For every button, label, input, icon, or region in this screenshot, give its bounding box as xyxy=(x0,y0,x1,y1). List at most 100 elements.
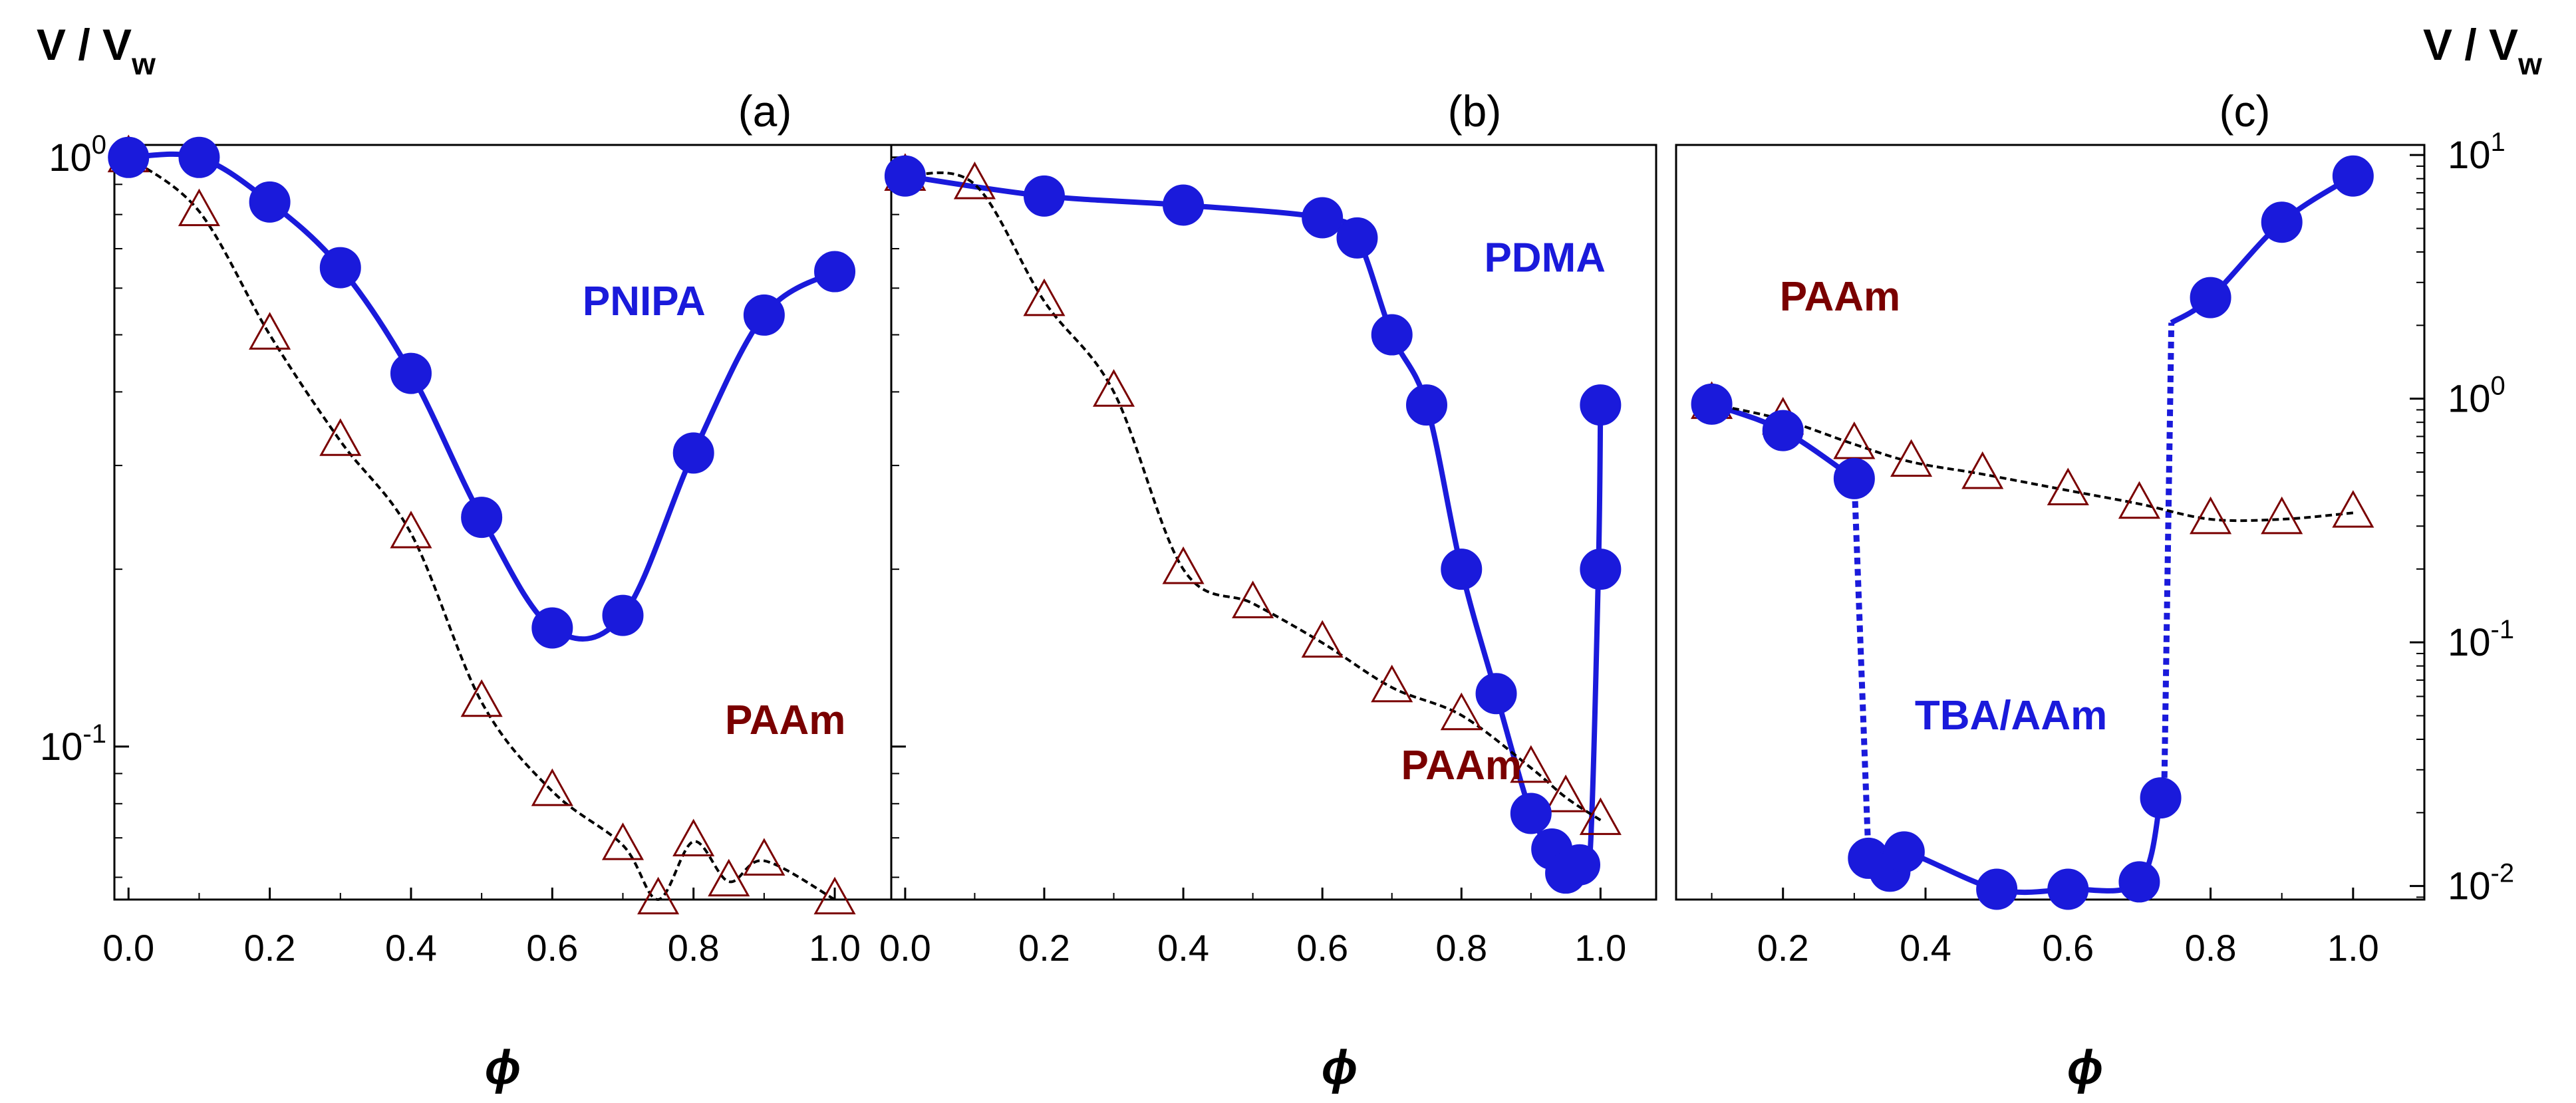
xtick-label-1-0: 0.0 xyxy=(879,927,931,969)
marker-0-1-4 xyxy=(390,352,432,394)
marker-0-0-6 xyxy=(531,768,573,806)
panel-c: (c) ϕ 0.2 0.4 0.6 0.8 1.0 101 100 10-1 10-2 PAAm… xyxy=(1675,86,2514,1094)
xtick-label-1-2: 0.4 xyxy=(1157,927,1209,969)
panel-b-ticks: 0.0 0.2 0.4 0.6 0.8 1.0 xyxy=(879,156,1626,969)
marker-0-1-8 xyxy=(672,432,714,474)
marker-0-0-7 xyxy=(601,822,644,860)
xtick-label-0-2: 0.4 xyxy=(385,927,437,969)
marker-2-1-10 xyxy=(2190,277,2231,318)
marker-2-1-12 xyxy=(2332,155,2374,197)
marker-0-1-5 xyxy=(461,497,503,539)
xtick-label-1-4: 0.8 xyxy=(1435,927,1487,969)
marker-0-1-10 xyxy=(814,251,856,293)
marker-1-0-1 xyxy=(953,162,996,199)
marker-2-1-5 xyxy=(1883,831,1925,873)
marker-0-0-2 xyxy=(249,312,291,350)
marker-1-0-4 xyxy=(1162,546,1205,584)
marker-1-0-7 xyxy=(1371,664,1413,703)
marker-1-0-8 xyxy=(1440,692,1483,731)
ytick-label-2-2: 10-1 xyxy=(2448,615,2514,664)
marker-1-1-8 xyxy=(1475,673,1517,715)
panel-b: (b) ϕ 0.0 0.2 0.4 0.6 0.8 1.0 PDMA PAAm xyxy=(879,86,1657,1094)
marker-1-1-13 xyxy=(1580,549,1622,590)
marker-2-1-8 xyxy=(2118,861,2160,903)
marker-2-0-6 xyxy=(2118,481,2160,519)
panel-b-marks xyxy=(884,153,1622,894)
marker-2-1-11 xyxy=(2261,201,2303,243)
y-axis-label-left-main: V / V xyxy=(37,20,132,69)
marker-0-0-12 xyxy=(813,876,856,915)
panel-a-ticks: 0.0 0.2 0.4 0.6 0.8 1.0 100 10-1 xyxy=(40,130,861,969)
panel-a-xlabel: ϕ xyxy=(485,1041,521,1094)
marker-0-0-10 xyxy=(708,858,750,897)
marker-1-0-11 xyxy=(1579,797,1622,835)
marker-2-1-6 xyxy=(1976,868,2018,910)
marker-1-1-2 xyxy=(1163,184,1205,226)
xtick-label-0-3: 0.6 xyxy=(526,927,578,969)
xtick-label-1-5: 1.0 xyxy=(1574,927,1626,969)
marker-0-0-11 xyxy=(743,838,786,876)
marker-1-1-7 xyxy=(1441,549,1483,590)
xtick-label-0-5: 1.0 xyxy=(809,927,861,969)
marker-1-0-9 xyxy=(1510,745,1552,783)
marker-1-0-10 xyxy=(1544,775,1587,812)
marker-2-0-8 xyxy=(2261,496,2303,535)
xtick-label-0-1: 0.2 xyxy=(244,927,296,969)
xtick-label-2-0: 0.2 xyxy=(1757,927,1809,969)
marker-0-0-3 xyxy=(319,418,362,456)
jump-line-low xyxy=(1851,478,1872,859)
marker-1-1-9 xyxy=(1510,793,1552,834)
xtick-label-1-1: 0.2 xyxy=(1018,927,1070,969)
marker-2-0-7 xyxy=(2190,496,2232,535)
series-label-1-1: PAAm xyxy=(1401,743,1522,789)
panel-a: (a) ϕ 0.0 0.2 0.4 0.6 0.8 1.0 100 10-1 PNIPA PAA… xyxy=(40,86,893,1094)
fit-curve-0-0 xyxy=(128,151,837,642)
panel-a-annotations: PNIPA PAAm xyxy=(583,279,846,743)
marker-1-1-3 xyxy=(1302,197,1344,239)
ytick-label-2-1: 100 xyxy=(2448,372,2505,421)
panel-a-label: (a) xyxy=(738,86,792,136)
panel-c-label: (c) xyxy=(2219,86,2271,136)
series-label-2-0: PAAm xyxy=(1780,274,1900,320)
series-label-0-0: PNIPA xyxy=(583,279,706,324)
marker-0-1-7 xyxy=(602,594,644,636)
marker-1-1-1 xyxy=(1024,175,1065,217)
marker-0-0-8 xyxy=(637,876,680,915)
panel-c-annotations: PAAm TBA/AAm xyxy=(1780,274,2108,739)
xtick-label-2-1: 0.4 xyxy=(1900,927,1951,969)
marker-2-1-2 xyxy=(1833,457,1875,499)
marker-2-0-3 xyxy=(1890,439,1933,477)
marker-1-0-2 xyxy=(1023,278,1066,316)
fit-curve-2-1 xyxy=(1711,402,2354,523)
y-axis-label-left-sub: w xyxy=(131,47,156,81)
marker-1-1-14 xyxy=(1580,384,1622,426)
xtick-label-0-0: 0.0 xyxy=(102,927,154,969)
y-axis-label-left: V / Vw xyxy=(37,20,156,81)
fit-curve-1-0 xyxy=(905,173,1604,880)
panel-c-marks xyxy=(1691,155,2374,910)
xtick-label-0-4: 0.8 xyxy=(668,927,720,969)
marker-1-0-6 xyxy=(1301,620,1344,658)
y-axis-label-right-main: V / V xyxy=(2423,20,2518,69)
ytick-label-2-0: 101 xyxy=(2448,128,2505,177)
ytick-label-0-1: 10-1 xyxy=(40,719,106,769)
fit-curve-0-1 xyxy=(127,156,836,902)
marker-1-0-5 xyxy=(1232,580,1274,618)
panel-b-label: (b) xyxy=(1448,86,1502,136)
marker-2-1-1 xyxy=(1762,410,1804,451)
marker-0-0-4 xyxy=(390,511,432,549)
xtick-label-2-3: 0.8 xyxy=(2185,927,2237,969)
ytick-label-0-0: 100 xyxy=(49,130,106,180)
marker-0-1-0 xyxy=(108,136,150,178)
series-label-2-1: TBA/AAm xyxy=(1915,693,2107,739)
marker-0-1-3 xyxy=(319,247,361,289)
marker-1-1-0 xyxy=(884,155,926,197)
marker-2-0-5 xyxy=(2047,467,2089,506)
panel-c-ticks: 0.2 0.4 0.6 0.8 1.0 101 100 10-1 10-2 xyxy=(1711,128,2514,969)
marker-1-1-6 xyxy=(1406,384,1447,426)
y-axis-label-right: V / Vw xyxy=(2423,20,2542,81)
marker-1-1-4 xyxy=(1336,217,1378,259)
marker-0-0-5 xyxy=(460,679,503,717)
panel-a-frame xyxy=(113,144,893,901)
